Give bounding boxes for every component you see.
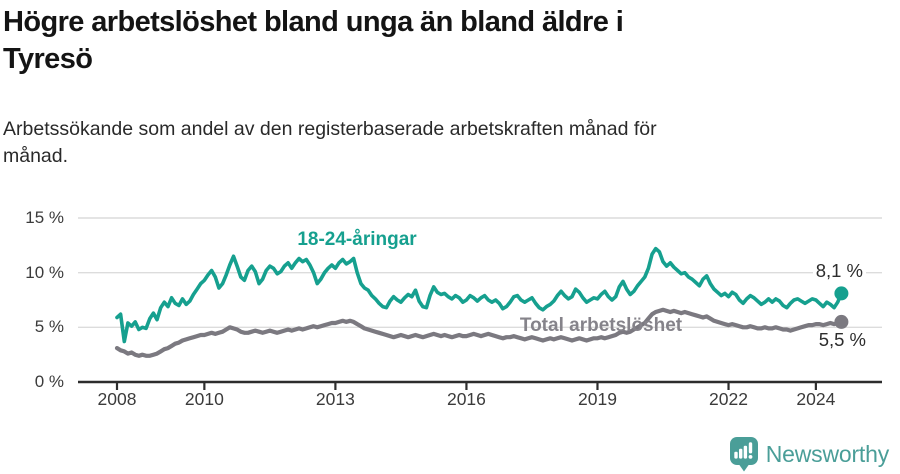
x-axis-tick-label: 2008 xyxy=(97,389,137,409)
x-axis-tick-label: 2019 xyxy=(578,389,617,409)
series-label-total: Total arbetslöshet xyxy=(519,315,683,336)
x-axis-tick-label: 2022 xyxy=(709,389,748,409)
y-axis-tick-label: 5 % xyxy=(34,317,64,337)
page-title: Högre arbetslöshet bland unga än bland ä… xyxy=(3,6,624,75)
end-value-label-total: 5,5 % xyxy=(815,329,869,351)
series-label-young: 18-24-åringar xyxy=(297,229,417,250)
x-axis-tick-label: 2010 xyxy=(184,389,224,409)
newsworthy-logo-text: Newsworthy xyxy=(765,440,889,467)
gridlines xyxy=(78,217,882,329)
chart-subtitle: Arbetssökande som andel av den registerb… xyxy=(3,118,657,167)
newsworthy-speech-bubble-bar-chart-icon xyxy=(729,437,758,472)
y-axis-tick-label: 15 % xyxy=(25,208,64,227)
newsworthy-logo[interactable]: Newsworthy xyxy=(729,436,889,472)
x-axis-tick-label: 2016 xyxy=(446,389,486,409)
chart-series-lines xyxy=(114,246,849,358)
y-axis-tick-label: 10 % xyxy=(25,262,64,282)
x-axis-tick-label: 2013 xyxy=(315,389,355,409)
x-axis-tick-label: 2024 xyxy=(796,389,836,409)
y-axis-tick-label: 0 % xyxy=(34,372,64,391)
end-value-label-young: 8,1 % xyxy=(812,260,866,282)
